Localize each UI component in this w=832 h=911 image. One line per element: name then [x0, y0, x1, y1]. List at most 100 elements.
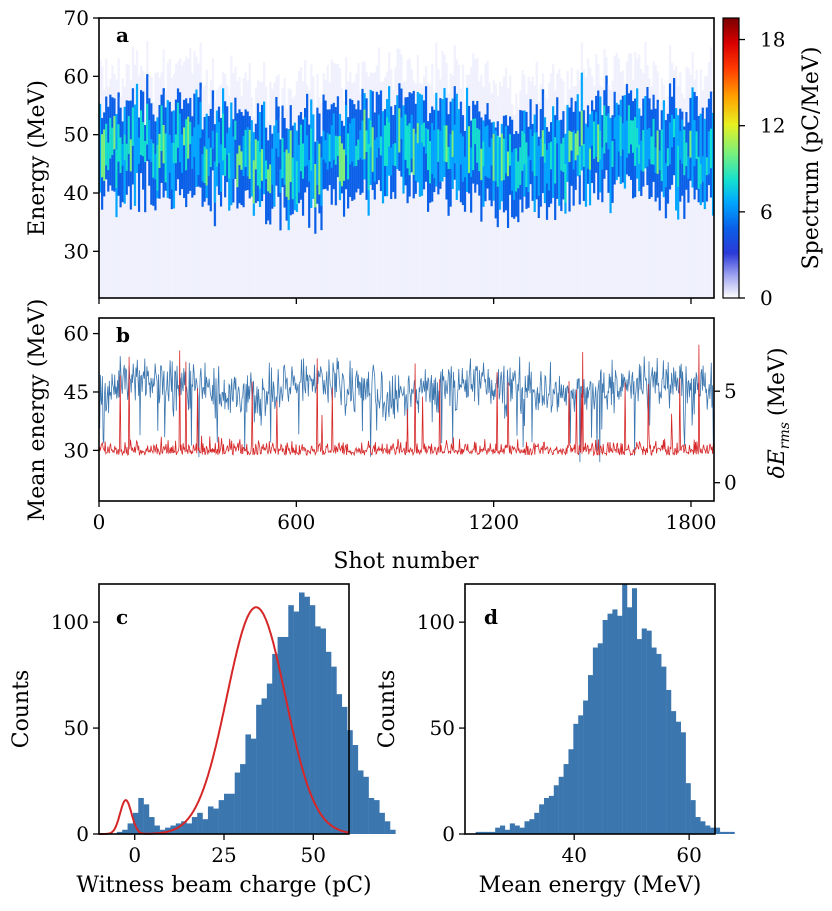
charge-hist-bar	[143, 804, 150, 834]
heatmap-column-peak	[654, 147, 657, 174]
energy-hist-bar	[690, 800, 696, 834]
panel-c-y-tick-label: 50	[64, 716, 89, 740]
heatmap-column-peak	[304, 117, 307, 167]
heatmap-column-peak	[572, 130, 575, 170]
charge-hist-bar	[138, 797, 144, 834]
heatmap-column-peak	[648, 127, 651, 160]
energy-hist-bar	[539, 804, 545, 834]
charge-hist-bar	[379, 812, 385, 834]
charge-hist-bar	[261, 698, 268, 834]
energy-hist-bar	[617, 615, 623, 834]
heatmap-column-haze	[275, 76, 278, 298]
heatmap-column-peak	[459, 133, 463, 165]
heatmap-column-peak	[287, 153, 290, 200]
heatmap-column-peak	[135, 124, 139, 170]
panel-b-xlabel: Shot number	[333, 549, 479, 574]
heatmap-column-peak	[353, 117, 356, 167]
heatmap-column-peak	[109, 117, 112, 159]
energy-hist-bar	[710, 827, 716, 834]
charge-hist-bar	[352, 745, 359, 834]
charge-hist-bar	[320, 628, 326, 834]
heatmap-column-peak	[625, 120, 629, 158]
heatmap-column-peak	[701, 156, 705, 182]
panel-b-right-y-tick-label: 0	[724, 471, 737, 495]
energy-hist-bar	[719, 831, 725, 834]
heatmap-column-peak	[209, 147, 213, 167]
charge-hist-bar	[357, 770, 364, 834]
heatmap-column-peak	[158, 133, 161, 168]
heatmap-column-peak	[170, 142, 174, 190]
heatmap-column-peak	[418, 127, 422, 165]
heatmap-column-peak	[357, 139, 360, 160]
heatmap-column-peak	[217, 122, 221, 164]
energy-hist-bar	[646, 630, 652, 834]
heatmap-column-haze	[396, 48, 399, 298]
heatmap-column-peak	[160, 105, 163, 152]
panel-c-x-tick-label: 50	[301, 843, 326, 867]
panel-b-ylabel: Mean energy (MeV)	[25, 299, 50, 522]
panel-d-yticks: 0 50 100	[417, 610, 465, 846]
heatmap-column-peak	[142, 122, 145, 157]
heatmap-column-peak	[675, 151, 678, 194]
heatmap-column-peak	[638, 144, 641, 164]
heatmap-column-peak	[351, 118, 354, 162]
heatmap-column-peak	[234, 120, 237, 140]
heatmap-column-peak	[113, 115, 116, 150]
heatmap-column-peak	[611, 141, 614, 167]
heatmap-column-peak	[133, 135, 137, 161]
charge-hist-bar	[293, 611, 300, 834]
heatmap-column-haze	[160, 71, 163, 298]
heatmap-column-peak	[140, 110, 143, 156]
heatmap-column-peak	[185, 119, 188, 171]
heatmap-column-peak	[496, 135, 500, 187]
heatmap-column-peak	[703, 140, 707, 171]
panel-a-y-tick-label: 60	[64, 64, 89, 88]
heatmap-column-peak	[316, 140, 319, 185]
energy-hist-bar	[622, 584, 628, 834]
heatmap-column-peak	[213, 161, 217, 203]
heatmap-column-haze	[621, 70, 625, 298]
heatmap-column-peak	[603, 105, 606, 154]
energy-hist-bar	[656, 653, 662, 834]
heatmap-column-peak	[465, 116, 469, 157]
heatmap-column-peak	[613, 117, 616, 139]
heatmap-column-peak	[275, 120, 278, 149]
heatmap-column-peak	[554, 137, 557, 184]
panel-a-letter: a	[116, 23, 129, 47]
charge-fit-curve	[99, 606, 350, 835]
panel-c-y-tick-label: 100	[51, 610, 89, 634]
heatmap-column-peak	[537, 145, 541, 196]
charge-hist-bar	[390, 829, 396, 834]
heatmap-column-peak	[349, 123, 352, 165]
heatmap-column-peak	[685, 142, 688, 167]
heatmap-column-haze	[625, 61, 629, 299]
heatmap-column-peak	[707, 131, 711, 175]
heatmap-column-peak	[117, 124, 120, 162]
energy-hist-bar	[578, 715, 584, 834]
panel-c-ylabel: Counts	[9, 670, 34, 749]
heatmap-column-peak	[468, 126, 471, 174]
colorbar-tick-label: 6	[760, 200, 773, 224]
heatmap-column-peak	[420, 124, 424, 143]
panel-b-x-tick-label: 0	[93, 510, 106, 534]
heatmap-column-peak	[705, 157, 709, 176]
heatmap-column-band	[701, 107, 705, 203]
heatmap-column-peak	[472, 118, 475, 171]
heatmap-column-peak	[107, 142, 110, 171]
heatmap-column-peak	[615, 112, 618, 163]
panel-b-right-ylabel: δErms (MeV)	[765, 347, 793, 478]
heatmap-column-peak	[662, 130, 666, 174]
charge-hist-bar	[154, 825, 160, 834]
charge-hist-bar	[374, 800, 380, 834]
energy-hist-bar	[612, 609, 618, 834]
heatmap-column-peak	[711, 134, 715, 183]
charge-hist-bar	[250, 738, 257, 834]
heatmap-column-peak	[640, 140, 643, 171]
energy-hist-bar	[705, 825, 711, 834]
energy-hist-bar	[695, 817, 701, 834]
panel-a-y-tick-label: 50	[64, 123, 89, 147]
heatmap-column-peak	[250, 141, 254, 173]
heatmap-column-peak	[388, 122, 391, 147]
heatmap-column-peak	[646, 129, 649, 167]
heatmap-column-haze	[595, 54, 598, 298]
